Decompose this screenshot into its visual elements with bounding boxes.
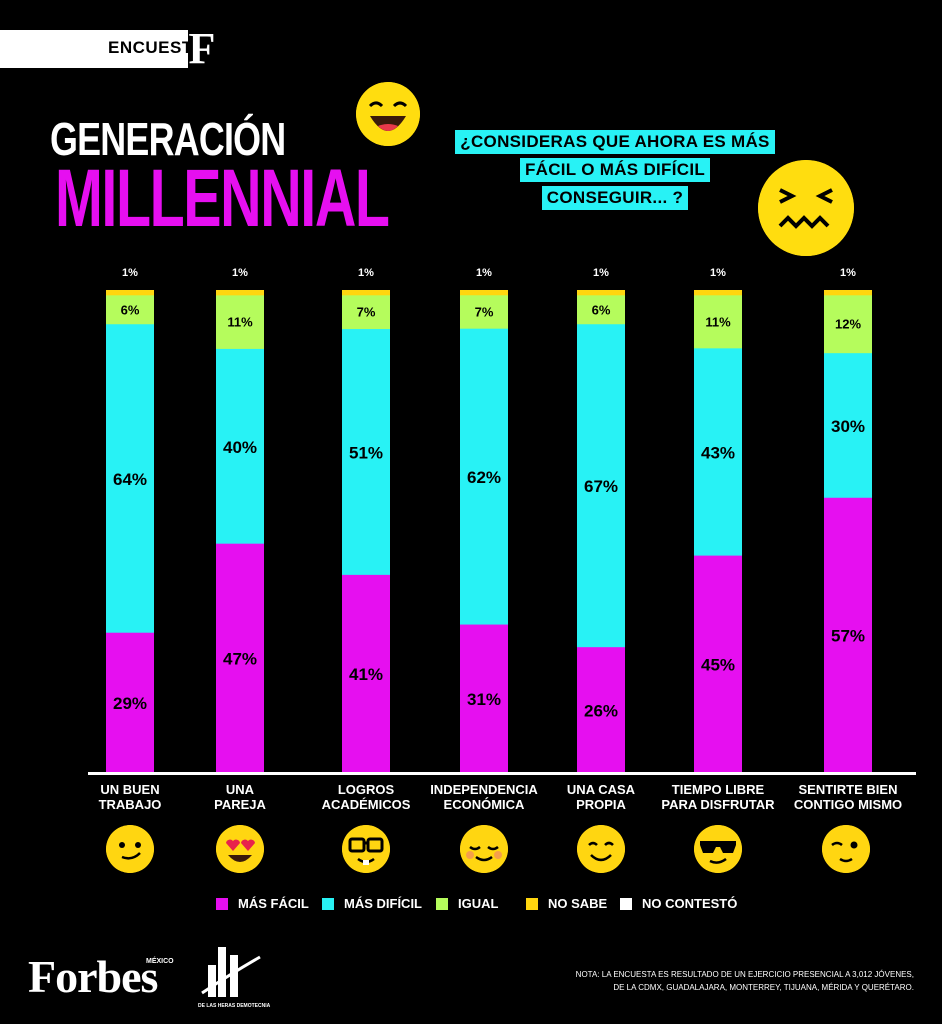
relieved-face-icon bbox=[460, 825, 508, 873]
category-label-4: INDEPENDENCIA ECONÓMICA bbox=[430, 782, 538, 812]
label-mas-dificil-5: 67% bbox=[584, 477, 618, 496]
forbes-logo-sub: MÉXICO bbox=[146, 958, 174, 965]
label-igual-7: 12% bbox=[835, 317, 861, 332]
label-mas-facil-3: 41% bbox=[349, 665, 383, 684]
label-mas-facil-5: 26% bbox=[584, 701, 618, 720]
bar-no-sabe-4 bbox=[460, 290, 508, 296]
label-mas-dificil-2: 40% bbox=[223, 438, 257, 457]
question-box: ¿CONSIDERAS QUE AHORA ES MÁS FÁCIL O MÁS… bbox=[445, 128, 785, 212]
forbes-logo: Forbes bbox=[28, 951, 158, 1002]
question-line3: CONSEGUIR... ? bbox=[541, 186, 689, 210]
label-mas-dificil-3: 51% bbox=[349, 443, 383, 462]
bar-mas-dificil-2 bbox=[216, 348, 264, 544]
label-igual-2: 11% bbox=[227, 315, 253, 330]
question-line1: ¿CONSIDERAS QUE AHORA ES MÁS bbox=[455, 130, 775, 154]
legend-no-sabe: NO SABE bbox=[526, 896, 607, 911]
bar-mas-dificil-4 bbox=[460, 328, 508, 625]
legend-swatch bbox=[216, 897, 228, 910]
label-igual-1: 6% bbox=[121, 302, 140, 317]
category-label-3: LOGROS ACADÉMICOS bbox=[321, 782, 411, 812]
bar-no-sabe-6 bbox=[694, 290, 742, 296]
bar-mas-facil-4 bbox=[460, 624, 508, 773]
label-no-sabe-6: 1% bbox=[710, 267, 726, 279]
label-no-sabe-2: 1% bbox=[232, 267, 248, 279]
label-mas-facil-6: 45% bbox=[701, 656, 735, 675]
label-no-sabe-1: 1% bbox=[122, 267, 138, 279]
smiling-face-icon bbox=[577, 825, 625, 873]
bar-mas-facil-3 bbox=[342, 574, 390, 773]
chart-baseline bbox=[88, 772, 916, 775]
title-line2: MILLENNIAL bbox=[55, 153, 390, 244]
label-mas-dificil-4: 62% bbox=[467, 468, 501, 487]
category-label-5: UNA CASA PROPIA bbox=[566, 782, 636, 812]
laughing-face-icon bbox=[356, 82, 420, 146]
label-mas-facil-4: 31% bbox=[467, 690, 501, 709]
de-las-heras-logo-icon bbox=[201, 947, 261, 997]
nerd-face-icon bbox=[342, 825, 390, 873]
bar-igual-3 bbox=[342, 294, 390, 330]
bar-mas-dificil-6 bbox=[694, 347, 742, 556]
label-mas-facil-2: 47% bbox=[223, 650, 257, 669]
wink-face-icon bbox=[822, 825, 870, 873]
legend-swatch bbox=[436, 897, 448, 910]
smirk-face-icon bbox=[106, 825, 154, 873]
label-no-sabe-3: 1% bbox=[358, 267, 374, 279]
bar-igual-2 bbox=[216, 294, 264, 349]
footnote: NOTA: LA ENCUESTA ES RESULTADO DE UN EJE… bbox=[575, 970, 914, 992]
label-mas-facil-1: 29% bbox=[113, 694, 147, 713]
bar-no-sabe-2 bbox=[216, 290, 264, 296]
label-mas-dificil-6: 43% bbox=[701, 443, 735, 462]
legend-swatch bbox=[526, 897, 538, 910]
question-line2: FÁCIL O MÁS DIFÍCIL bbox=[519, 158, 711, 182]
label-mas-dificil-1: 64% bbox=[113, 470, 147, 489]
bar-mas-dificil-1 bbox=[106, 323, 154, 633]
label-igual-4: 7% bbox=[475, 304, 494, 319]
heart-eyes-face-icon bbox=[216, 825, 264, 873]
title-line1: GENERACIÓN bbox=[50, 113, 286, 165]
bar-mas-facil-5 bbox=[577, 646, 625, 773]
bar-mas-facil-6 bbox=[694, 555, 742, 773]
de-las-heras-logo-text: DE LAS HERAS DEMOTECNIA bbox=[198, 1003, 271, 1009]
legend-swatch bbox=[620, 897, 632, 910]
bar-mas-facil-1 bbox=[106, 632, 154, 773]
sunglasses-face-icon bbox=[694, 825, 742, 873]
confounded-face-icon bbox=[758, 160, 854, 256]
bar-mas-dificil-3 bbox=[342, 328, 390, 575]
bar-no-sabe-7 bbox=[824, 290, 872, 296]
label-igual-3: 7% bbox=[357, 305, 376, 320]
bar-mas-dificil-5 bbox=[577, 323, 625, 648]
category-label-1: UN BUEN TRABAJO bbox=[98, 782, 162, 812]
bar-no-sabe-5 bbox=[577, 290, 625, 296]
bar-no-sabe-1 bbox=[106, 290, 154, 296]
legend-mas-facil: MÁS FÁCIL bbox=[216, 896, 309, 911]
forbes-f-logo: F bbox=[188, 24, 216, 73]
header-tag-label: ENCUESTA bbox=[108, 38, 205, 57]
header-tag-bar bbox=[0, 30, 195, 68]
bar-igual-6 bbox=[694, 294, 742, 349]
legend-no-contesto: NO CONTESTÓ bbox=[620, 896, 737, 911]
label-mas-facil-7: 57% bbox=[831, 627, 865, 646]
label-igual-5: 6% bbox=[592, 302, 611, 317]
legend-igual: IGUAL bbox=[436, 896, 498, 911]
bar-igual-7 bbox=[824, 294, 872, 354]
legend-mas-dificil: MÁS DIFÍCIL bbox=[322, 896, 422, 911]
bar-igual-4 bbox=[460, 294, 508, 329]
category-label-7: SENTIRTE BIEN CONTIGO MISMO bbox=[793, 782, 903, 812]
label-no-sabe-5: 1% bbox=[593, 267, 609, 279]
bar-mas-facil-7 bbox=[824, 497, 872, 773]
bar-mas-facil-2 bbox=[216, 543, 264, 773]
label-no-sabe-7: 1% bbox=[840, 267, 856, 279]
category-label-6: TIEMPO LIBRE PARA DISFRUTAR bbox=[661, 782, 775, 812]
label-mas-dificil-7: 30% bbox=[831, 417, 865, 436]
bar-igual-5 bbox=[577, 294, 625, 325]
label-igual-6: 11% bbox=[705, 314, 731, 329]
category-label-2: UNA PAREJA bbox=[214, 782, 266, 812]
label-no-sabe-4: 1% bbox=[476, 267, 492, 279]
legend-swatch bbox=[322, 897, 334, 910]
bar-mas-dificil-7 bbox=[824, 352, 872, 498]
bar-no-sabe-3 bbox=[342, 290, 390, 296]
bar-igual-1 bbox=[106, 294, 154, 325]
